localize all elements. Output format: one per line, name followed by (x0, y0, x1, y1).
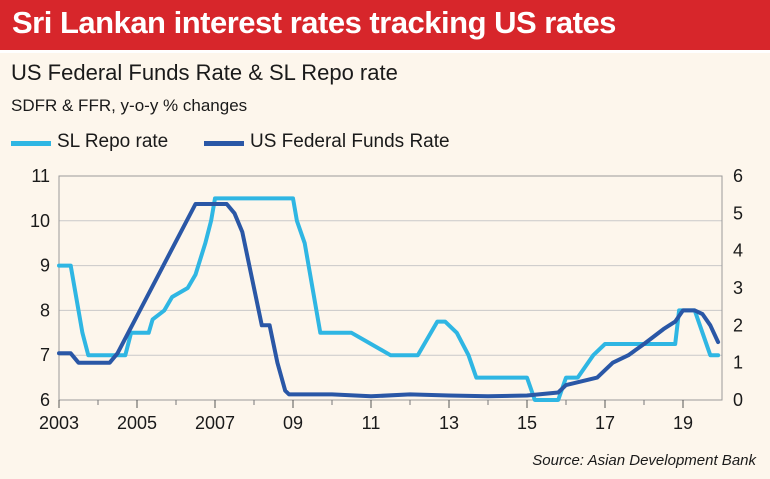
y-right-tick-label: 5 (733, 203, 743, 223)
gridlines (59, 175, 722, 401)
legend-swatch-us-ffr (204, 141, 244, 146)
y-right-tick-label: 1 (733, 353, 743, 373)
y-right-tick-label: 3 (733, 278, 743, 298)
y-left-tick-label: 9 (40, 256, 50, 276)
legend-label-sl-repo: SL Repo rate (57, 131, 169, 152)
headline-banner: Sri Lankan interest rates tracking US ra… (0, 0, 770, 53)
y-left-tick-label: 6 (40, 390, 50, 410)
y-left-tick-label: 8 (40, 300, 50, 320)
series-lines (57, 196, 721, 402)
x-tick-label: 2003 (39, 413, 79, 433)
chart-title: US Federal Funds Rate & SL Repo rate (11, 60, 398, 85)
x-tick-label: 2005 (117, 413, 157, 433)
y-right-tick-label: 4 (733, 241, 743, 261)
plot-border (58, 175, 723, 401)
series-line-sl-repo (57, 196, 721, 402)
source-note: Source: Asian Development Bank (532, 452, 756, 469)
x-tick-label: 19 (673, 413, 693, 433)
legend-label-us-ffr: US Federal Funds Rate (250, 131, 450, 152)
x-tick-label: 17 (595, 413, 615, 433)
y-left-tick-label: 7 (40, 345, 50, 365)
y-right-tick-label: 0 (733, 390, 743, 410)
legend-swatch-sl-repo (11, 141, 51, 146)
x-axis: 2003 2005 2007 09 11 13 15 17 19 (39, 400, 693, 433)
x-tick-label: 13 (439, 413, 459, 433)
x-tick-label: 2007 (195, 413, 235, 433)
y-axis-left: 6 7 8 9 10 11 (30, 166, 50, 410)
plot-frame (58, 175, 723, 401)
x-tick-label: 09 (283, 413, 303, 433)
x-tick-label: 11 (362, 413, 381, 433)
y-right-tick-label: 6 (733, 166, 743, 186)
series-line-us-ffr (57, 202, 721, 399)
headline: Sri Lankan interest rates tracking US ra… (12, 5, 616, 40)
y-right-tick-label: 2 (733, 315, 743, 335)
y-left-tick-label: 11 (31, 166, 50, 186)
x-tick-label: 15 (517, 413, 537, 433)
y-axis-right: 0 1 2 3 4 5 6 (733, 166, 743, 410)
y-left-tick-label: 10 (30, 211, 50, 231)
chart-subtitle: SDFR & FFR, y-o-y % changes (11, 96, 248, 115)
